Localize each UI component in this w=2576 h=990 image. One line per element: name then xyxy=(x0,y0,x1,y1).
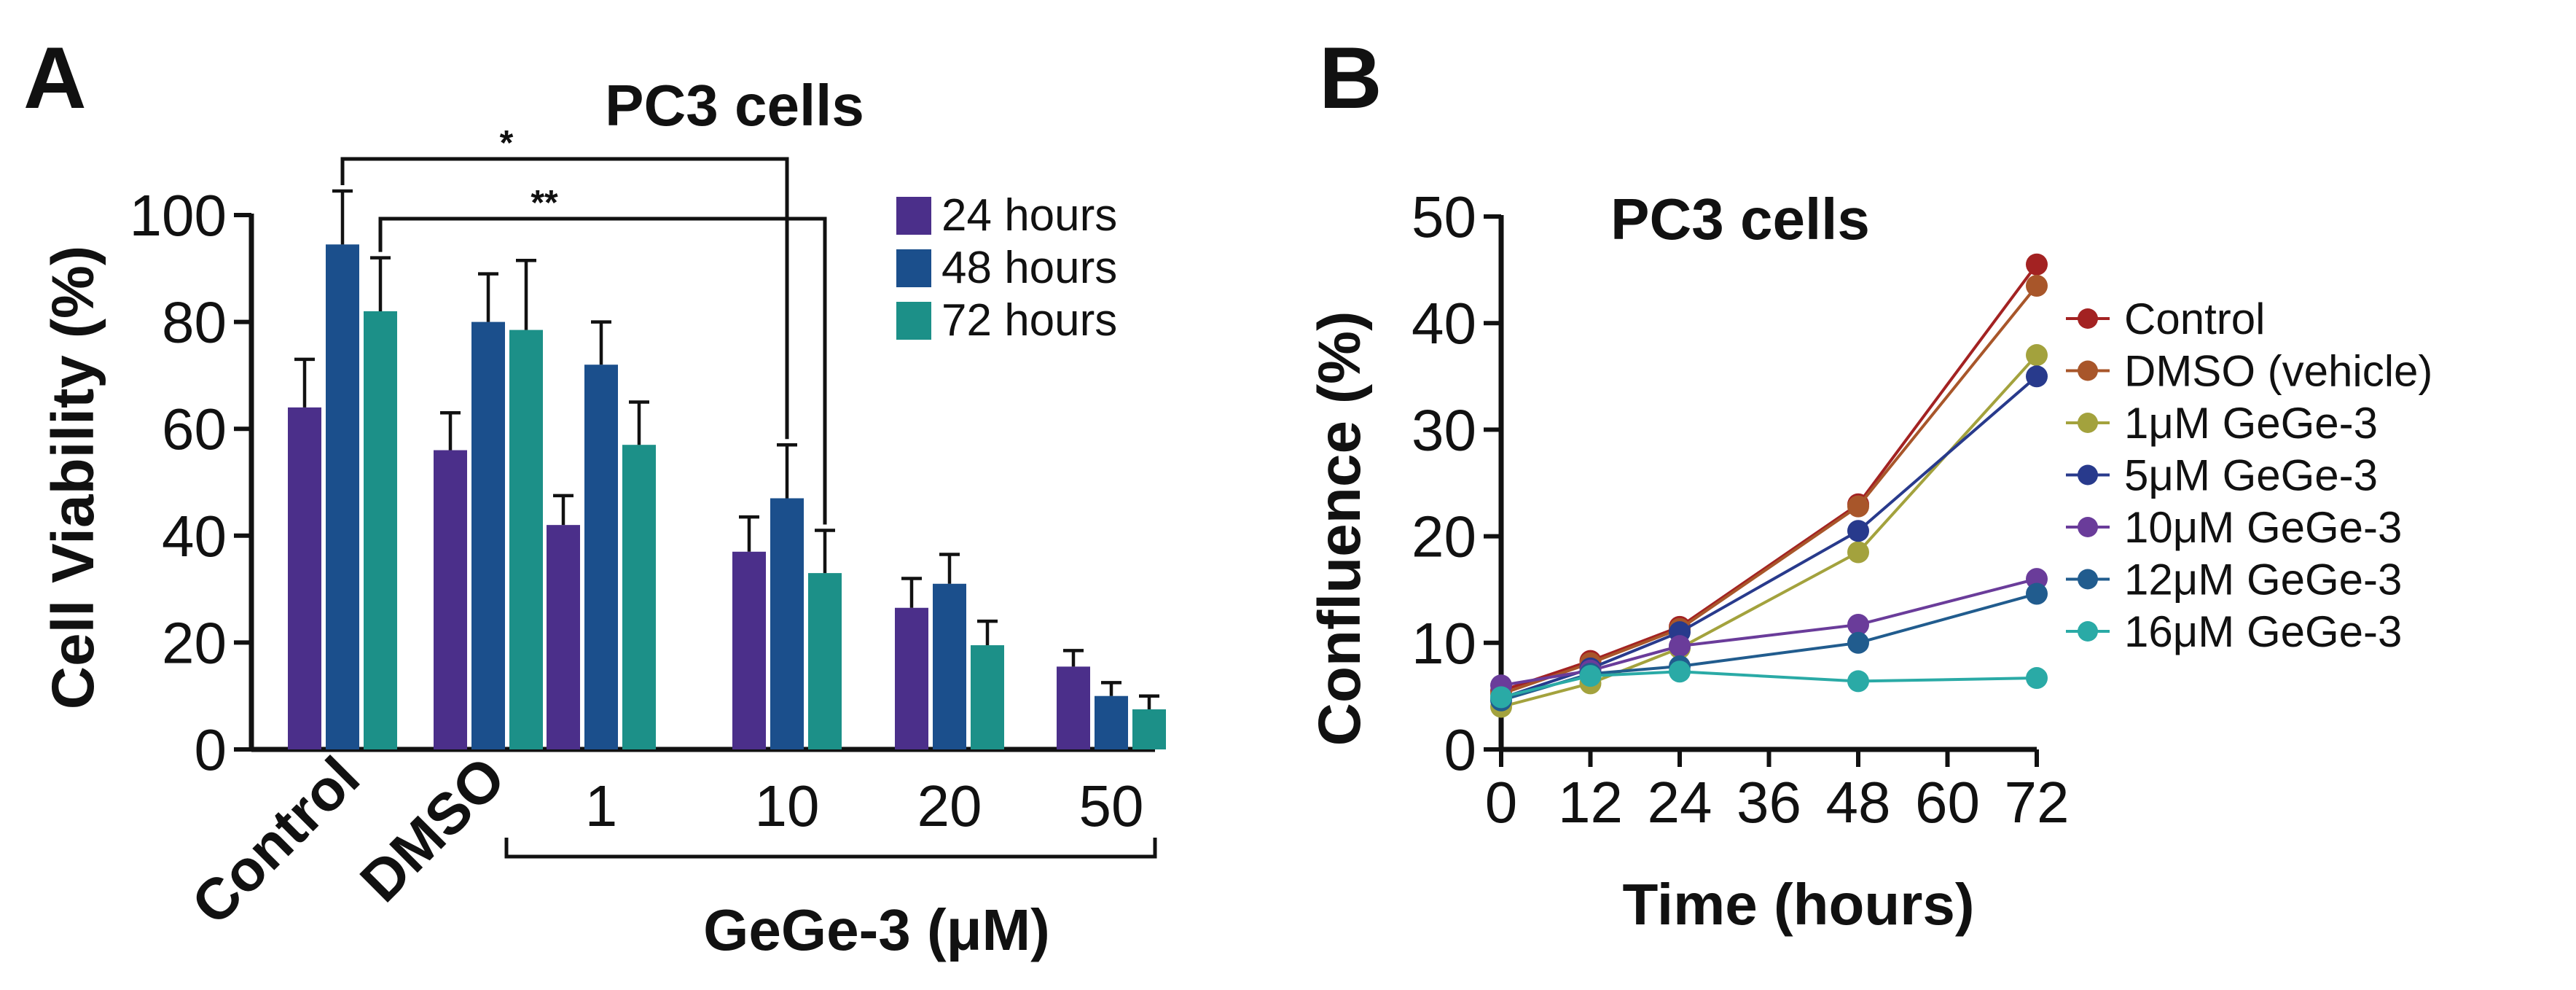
bar-48-hours-Control xyxy=(326,244,359,749)
panel-b-x-tick-label: 24 xyxy=(1648,770,1712,835)
bar-24-hours-20 xyxy=(895,607,928,749)
panel-a-label: A xyxy=(23,29,87,127)
panel-a-y-tick-label: 80 xyxy=(162,290,227,355)
panel-a-legend-swatch xyxy=(896,302,931,340)
panel-a-group-bracket xyxy=(504,838,1157,859)
bar-24-hours-1 xyxy=(547,525,580,749)
significance-label: ** xyxy=(531,184,558,222)
panel-b-x-tick-label: 60 xyxy=(1915,770,1980,835)
panel-a-y-axis-label: Cell Viability (%) xyxy=(40,246,106,709)
panel-b-legend-label: 5μM GeGe-3 xyxy=(2124,451,2378,500)
bar-24-hours-50 xyxy=(1057,666,1090,749)
series-line-5μM-GeGe-3 xyxy=(1500,375,2038,700)
panel-b-legend-marker xyxy=(2078,517,2098,537)
data-point-16μM-GeGe-3 xyxy=(1490,686,1512,709)
panel-a-x-axis-label: GeGe-3 (μM) xyxy=(703,897,1050,962)
panel-a-legend-label: 48 hours xyxy=(941,243,1117,293)
panel-b-x-tick-label: 12 xyxy=(1558,770,1623,835)
data-point-DMSO-(vehicle) xyxy=(1847,495,1869,518)
panel-b-label: B xyxy=(1319,29,1382,127)
panel-a-category-label: 50 xyxy=(1079,773,1144,838)
panel-a-category-label: 10 xyxy=(755,773,820,838)
panel-b-legend-label: Control xyxy=(2124,295,2265,343)
panel-a-y-tick-label: 20 xyxy=(162,610,227,675)
panel-b-title: PC3 cells xyxy=(1610,187,1870,252)
bar-48-hours-50 xyxy=(1095,695,1128,749)
panel-b-y-tick-label: 10 xyxy=(1412,611,1476,676)
data-point-16μM-GeGe-3 xyxy=(1847,670,1869,693)
panel-a-legend-label: 24 hours xyxy=(941,190,1117,241)
bar-72-hours-DMSO xyxy=(509,330,543,750)
bar-72-hours-20 xyxy=(971,645,1004,749)
data-point-10μM-GeGe-3 xyxy=(1669,635,1691,658)
panel-b-x-tick-label: 36 xyxy=(1737,770,1801,835)
panel-b-y-tick-label: 40 xyxy=(1412,291,1476,356)
panel-a-y-tick-label: 0 xyxy=(195,717,227,782)
panel-b-legend-marker xyxy=(2078,569,2098,590)
bar-24-hours-DMSO xyxy=(434,450,467,749)
bar-72-hours-10 xyxy=(808,573,842,749)
series-line-Control xyxy=(1500,263,2038,693)
panel-a-category-label: DMSO xyxy=(348,744,517,914)
series-line-DMSO-(vehicle) xyxy=(1500,284,2038,695)
bar-24-hours-10 xyxy=(732,551,766,749)
bar-72-hours-1 xyxy=(622,445,656,749)
panel-b-legend-marker xyxy=(2078,360,2098,381)
panel-b-legend-label: 12μM GeGe-3 xyxy=(2124,556,2402,604)
data-point-5μM-GeGe-3 xyxy=(1847,520,1869,542)
panel-b-legend-label: 16μM GeGe-3 xyxy=(2124,607,2402,656)
data-point-DMSO-(vehicle) xyxy=(2026,275,2048,297)
significance-bracket xyxy=(378,217,827,525)
panel-a-y-tick-label: 40 xyxy=(162,504,227,569)
panel-b-legend-label: DMSO (vehicle) xyxy=(2124,347,2432,396)
panel-a-title: PC3 cells xyxy=(605,73,864,138)
data-point-12μM-GeGe-3 xyxy=(2026,582,2048,605)
panel-b-legend-label: 1μM GeGe-3 xyxy=(2124,399,2378,448)
bar-48-hours-20 xyxy=(933,583,966,749)
data-point-1μM-GeGe-3 xyxy=(2026,344,2048,367)
bar-48-hours-DMSO xyxy=(471,321,505,750)
bar-48-hours-10 xyxy=(770,498,804,749)
panel-b-legend-marker xyxy=(2078,413,2098,433)
panel-b-x-tick-label: 0 xyxy=(1485,770,1518,835)
panel-b-y-tick-label: 20 xyxy=(1412,504,1476,569)
significance-bracket xyxy=(340,157,789,440)
panel-a-category-label: 20 xyxy=(917,773,982,838)
panel-a-legend-swatch xyxy=(896,249,931,287)
panel-b-y-tick-label: 50 xyxy=(1412,184,1476,249)
data-point-5μM-GeGe-3 xyxy=(2026,365,2048,388)
bar-72-hours-50 xyxy=(1132,709,1166,749)
data-point-16μM-GeGe-3 xyxy=(1669,660,1691,683)
panel-b-y-tick-label: 30 xyxy=(1412,397,1476,462)
panel-a-y-tick-label: 100 xyxy=(130,183,227,248)
panel-a-legend-label: 72 hours xyxy=(941,295,1117,346)
data-point-16μM-GeGe-3 xyxy=(2026,667,2048,690)
panel-b-legend-label: 10μM GeGe-3 xyxy=(2124,503,2402,552)
data-point-Control xyxy=(2026,253,2048,276)
data-point-1μM-GeGe-3 xyxy=(1847,541,1869,564)
panel-b-x-axis-label: Time (hours) xyxy=(1622,872,1974,937)
panel-b-x-tick-label: 48 xyxy=(1826,770,1891,835)
panel-a-category-label: 1 xyxy=(585,773,618,838)
panel-b-legend-marker xyxy=(2078,464,2098,486)
panel-b-legend-marker xyxy=(2078,308,2098,329)
panel-b-x-tick-label: 72 xyxy=(2005,770,2070,835)
panel-b-y-tick-label: 0 xyxy=(1444,717,1477,782)
significance-label: * xyxy=(500,124,514,163)
bar-24-hours-Control xyxy=(288,407,321,749)
bar-72-hours-Control xyxy=(364,311,397,749)
panel-a-legend-swatch xyxy=(896,197,931,235)
data-point-10μM-GeGe-3 xyxy=(1847,613,1869,636)
panel-a-y-tick-label: 60 xyxy=(162,397,227,461)
data-point-12μM-GeGe-3 xyxy=(1847,631,1869,654)
bar-48-hours-1 xyxy=(584,365,618,749)
panel-b-legend-marker xyxy=(2078,621,2098,642)
panel-b-y-axis-label: Confluence (%) xyxy=(1307,311,1373,747)
data-point-16μM-GeGe-3 xyxy=(1579,665,1602,687)
